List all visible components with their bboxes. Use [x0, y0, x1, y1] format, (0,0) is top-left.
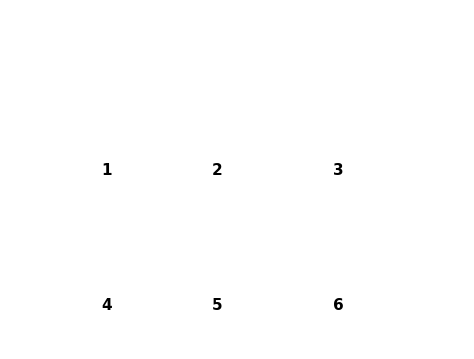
- Text: 2: 2: [212, 163, 223, 178]
- Text: 5: 5: [212, 298, 222, 313]
- Text: 1: 1: [102, 163, 112, 178]
- Text: 4: 4: [102, 298, 112, 313]
- Text: 3: 3: [333, 163, 344, 178]
- Text: 6: 6: [333, 298, 344, 313]
